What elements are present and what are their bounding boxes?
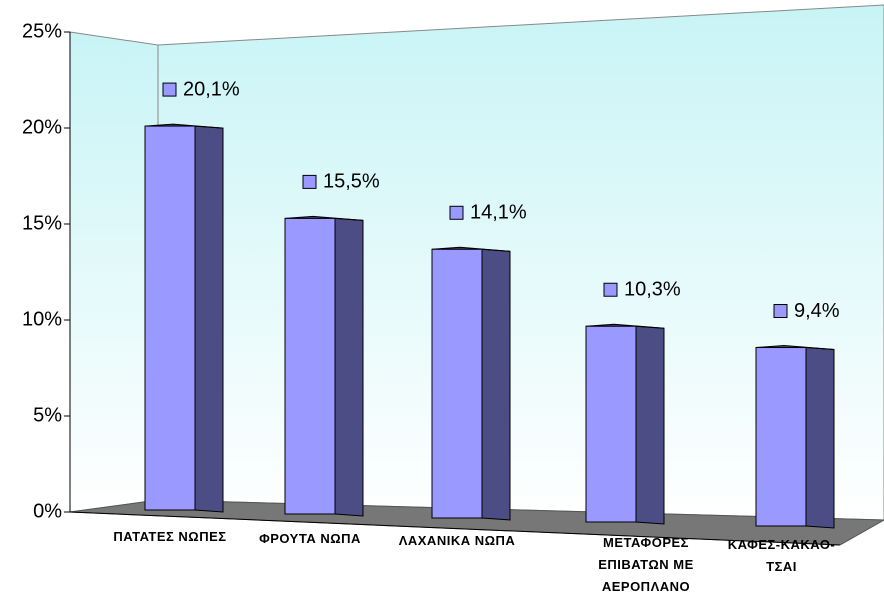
bar-side: [194, 125, 224, 513]
value-label: 15,5%: [323, 171, 380, 193]
label-key: [773, 304, 788, 319]
x-tick-label: ΜΕΤΑΦΟΡΕΣ ΕΠΙΒΑΤΩΝ ΜΕ ΑΕΡΟΠΛΑΝΟ: [598, 535, 694, 594]
label-key: [603, 282, 618, 297]
label-key: [449, 205, 464, 220]
bar-side: [334, 217, 364, 517]
x-tick-label: ΚΑΦΕΣ-ΚΑΚΑΟ-ΤΣΑΙ: [727, 537, 836, 574]
x-tick-label: ΦΡΟΥΤΑ ΝΩΠΑ: [259, 531, 361, 546]
bar-side: [635, 325, 665, 525]
y-tick-label: 20%: [22, 116, 62, 138]
value-label: 10,3%: [624, 279, 681, 301]
y-tick-label: 25%: [22, 20, 62, 42]
x-tick-label: ΛΑΧΑΝΙΚΑ ΝΩΠΑ: [398, 533, 516, 548]
value-label: 9,4%: [794, 300, 840, 322]
bar: [431, 248, 483, 519]
value-label: 20,1%: [183, 78, 240, 100]
y-tick-label: 0%: [33, 500, 62, 522]
bar: [284, 217, 336, 515]
label-key: [302, 174, 317, 189]
value-label: 14,1%: [470, 202, 527, 224]
bar: [144, 125, 196, 511]
label-key: [162, 82, 177, 97]
bar: [755, 347, 807, 527]
x-axis: [69, 511, 841, 546]
y-tick-label: 15%: [22, 212, 62, 234]
x-tick-label: ΠΑΤΑΤΕΣ ΝΩΠΕΣ: [113, 529, 227, 544]
y-tick-label: 5%: [33, 404, 62, 426]
bar-side: [481, 248, 511, 521]
bar-side: [805, 346, 835, 529]
bar: [585, 325, 637, 523]
y-tick-label: 10%: [22, 308, 62, 330]
